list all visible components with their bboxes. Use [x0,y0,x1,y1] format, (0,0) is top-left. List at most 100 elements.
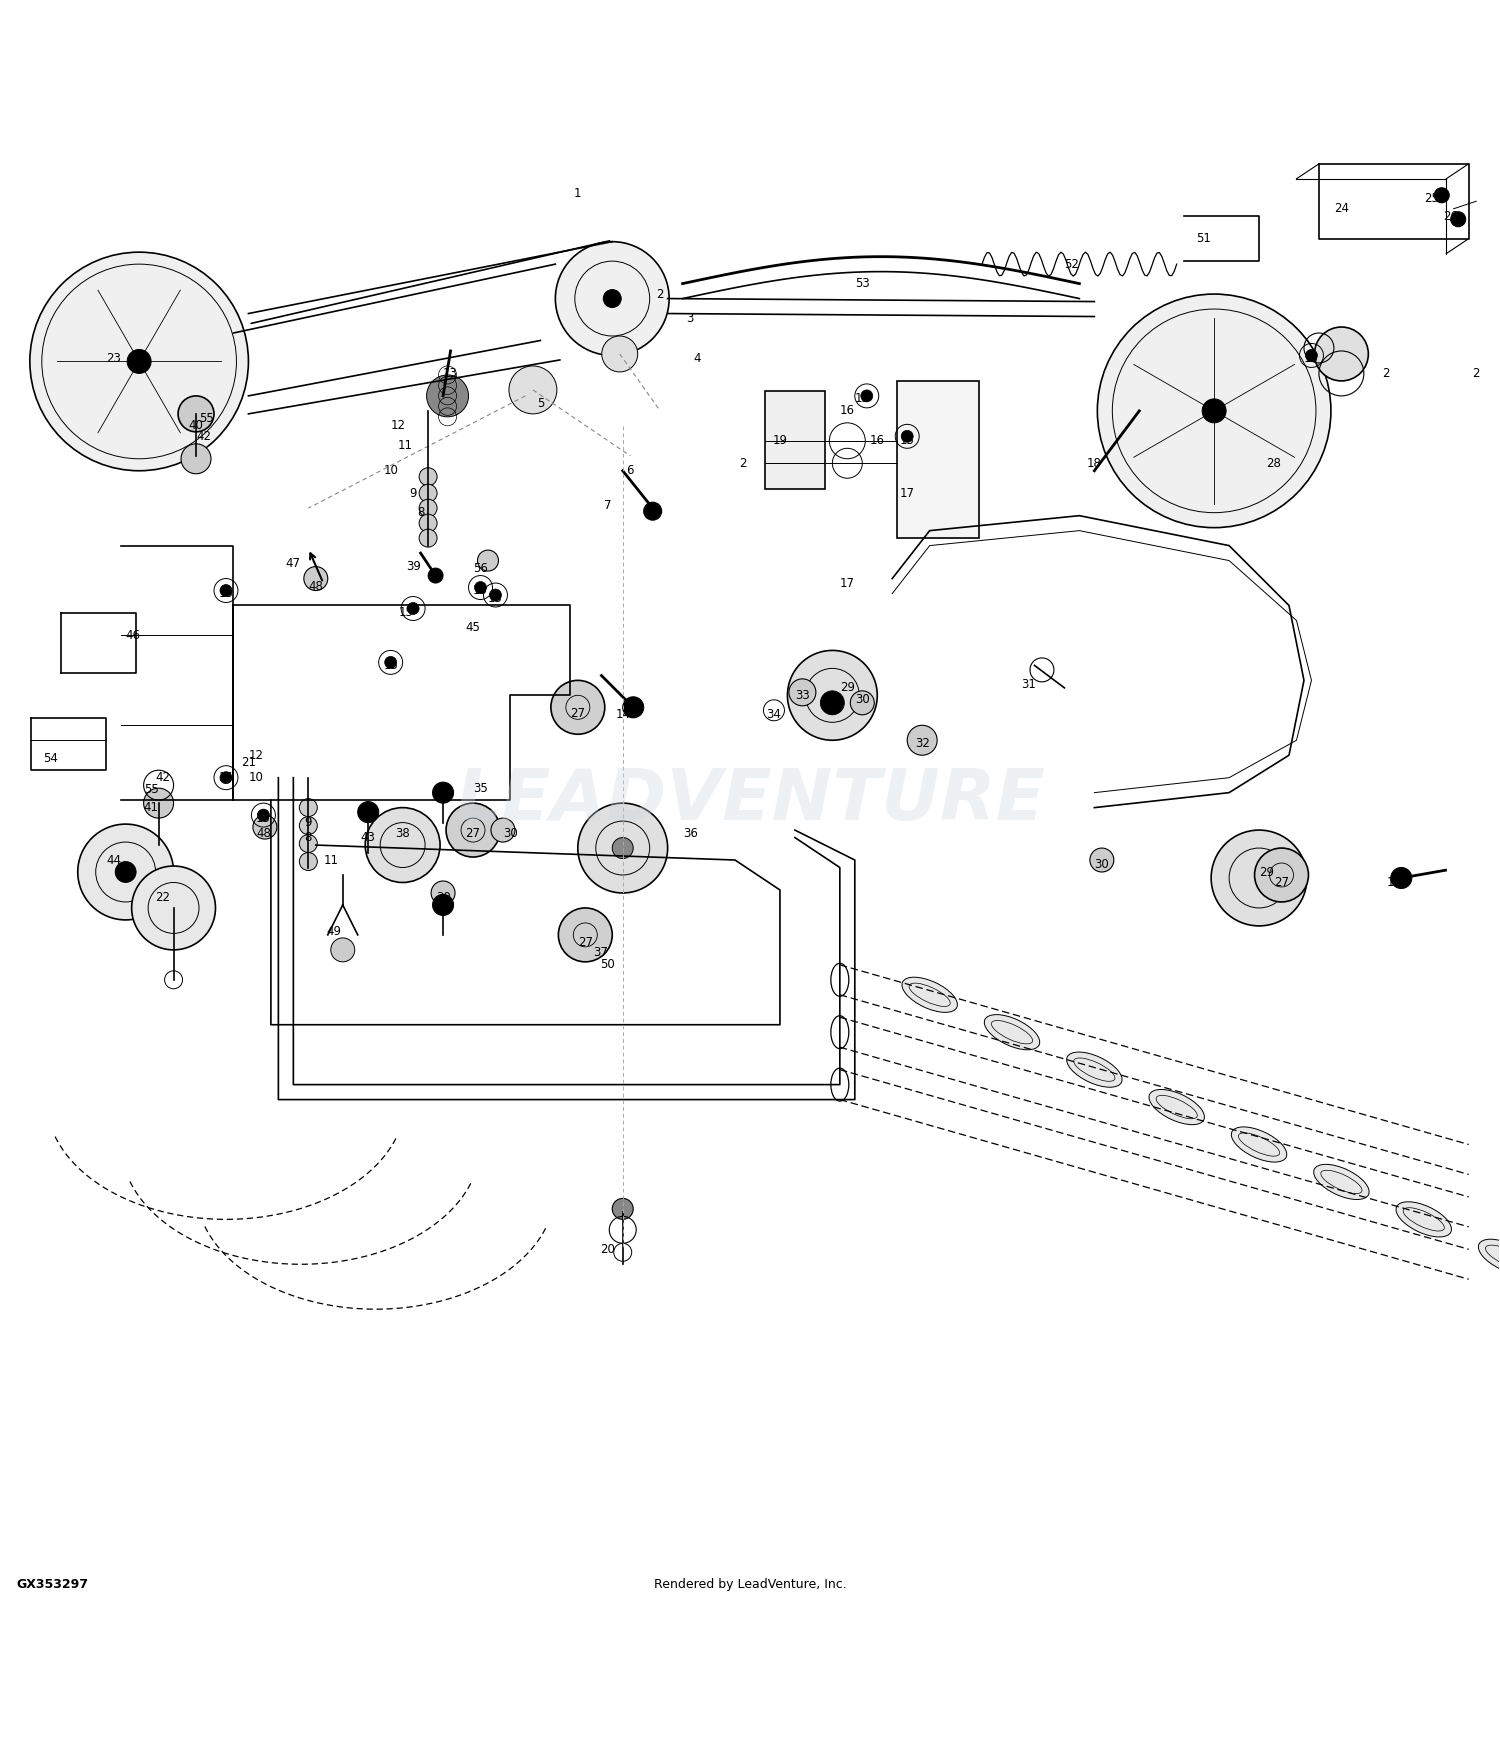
Text: 5: 5 [537,397,544,410]
Ellipse shape [1232,1127,1287,1162]
Text: 10: 10 [249,772,264,784]
Text: 42: 42 [196,430,211,443]
Circle shape [182,444,212,474]
Circle shape [406,602,418,614]
Circle shape [821,691,844,714]
Text: 15: 15 [382,660,398,672]
Circle shape [419,467,436,486]
Circle shape [144,788,174,817]
Text: 45: 45 [465,621,480,635]
Text: 50: 50 [600,959,615,971]
Circle shape [1202,399,1225,424]
Text: 29: 29 [1258,866,1274,878]
Text: 35: 35 [472,782,488,794]
Circle shape [555,242,669,355]
Circle shape [258,808,270,821]
Text: 18: 18 [1088,457,1102,469]
Circle shape [384,656,396,668]
Text: 8: 8 [417,506,424,520]
Text: 32: 32 [915,737,930,749]
Text: 30: 30 [855,693,870,707]
Circle shape [1098,294,1330,528]
Text: 15: 15 [1304,352,1318,366]
Circle shape [128,350,152,373]
Text: 55: 55 [144,784,159,796]
Circle shape [432,894,453,915]
Circle shape [908,724,938,756]
Circle shape [116,861,136,882]
Text: 3: 3 [687,312,694,324]
Circle shape [419,528,436,548]
Text: 15: 15 [256,812,272,824]
Text: 48: 48 [256,826,272,840]
Circle shape [1210,830,1306,926]
Text: 37: 37 [592,947,608,959]
Circle shape [509,366,556,413]
Circle shape [644,502,662,520]
Ellipse shape [902,977,957,1012]
Text: 24: 24 [1334,203,1348,215]
Circle shape [1390,868,1411,889]
Circle shape [1254,849,1308,901]
Text: 15: 15 [900,434,915,448]
Circle shape [178,396,214,432]
Text: Rendered by LeadVenture, Inc.: Rendered by LeadVenture, Inc. [654,1578,846,1591]
Circle shape [78,824,174,921]
Text: 46: 46 [126,628,141,642]
FancyBboxPatch shape [897,382,980,539]
Text: 29: 29 [840,681,855,695]
Text: 4: 4 [694,352,702,366]
Ellipse shape [1396,1202,1452,1237]
Text: 15: 15 [488,592,502,604]
Circle shape [850,691,874,714]
Circle shape [220,584,232,597]
Text: 27: 27 [578,936,592,948]
Text: 14: 14 [615,709,630,721]
Circle shape [430,880,454,905]
Circle shape [300,852,318,870]
Text: 2: 2 [1473,368,1480,380]
Circle shape [474,581,486,593]
Text: 44: 44 [106,854,122,866]
Text: 31: 31 [1022,679,1036,691]
Text: 54: 54 [44,752,58,765]
Text: 40: 40 [189,420,204,432]
Circle shape [602,336,638,373]
Text: 7: 7 [604,499,612,511]
Circle shape [30,252,249,471]
Text: 1: 1 [574,187,582,200]
Circle shape [612,1199,633,1220]
Text: 10: 10 [382,464,398,478]
Circle shape [902,430,914,443]
Circle shape [1450,212,1466,228]
Circle shape [432,782,453,803]
Text: 33: 33 [795,690,810,702]
Circle shape [490,817,514,842]
Circle shape [1314,327,1368,382]
Ellipse shape [1314,1164,1370,1199]
Ellipse shape [1066,1052,1122,1087]
Text: 12: 12 [249,749,264,761]
Text: 28: 28 [1266,457,1281,469]
Circle shape [254,816,278,838]
Circle shape [427,569,442,583]
Circle shape [558,908,612,962]
Circle shape [612,838,633,859]
Text: 30: 30 [435,891,450,905]
Text: 2: 2 [740,457,747,469]
Text: 55: 55 [200,411,214,425]
Text: 49: 49 [327,926,342,938]
Text: 52: 52 [1065,257,1080,271]
Circle shape [132,866,216,950]
Text: 25: 25 [1424,192,1438,205]
Text: LEADVENTURE: LEADVENTURE [454,766,1046,835]
Text: 22: 22 [156,891,171,905]
Text: 51: 51 [1196,233,1210,245]
Text: 47: 47 [286,556,302,570]
Text: 2: 2 [657,287,664,301]
Text: 39: 39 [405,560,420,572]
Text: 8: 8 [304,831,312,844]
Text: 41: 41 [144,802,159,814]
Circle shape [419,514,436,532]
Circle shape [578,803,668,892]
